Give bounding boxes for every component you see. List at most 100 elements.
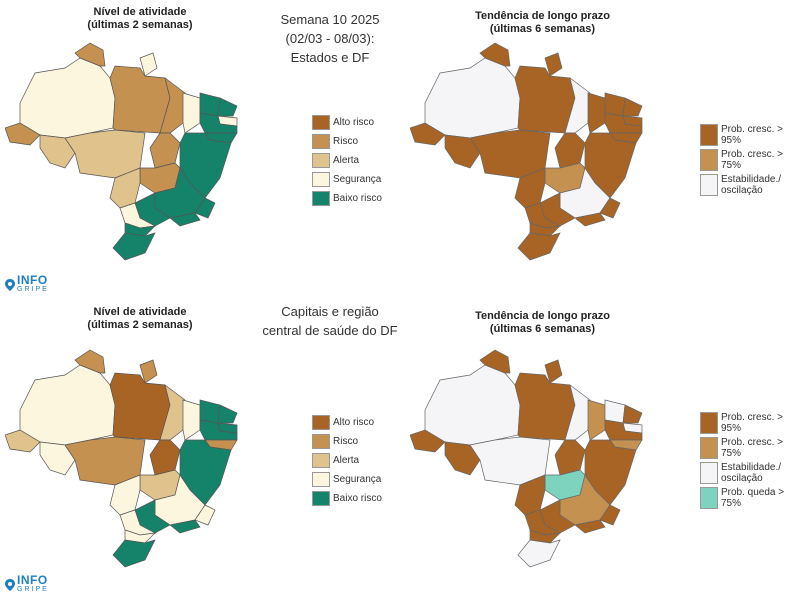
- legend-label: Baixo risco: [333, 192, 382, 204]
- region-to: [149, 132, 181, 169]
- region-rr: [74, 42, 106, 67]
- region-rr: [479, 349, 511, 374]
- region-sc: [124, 529, 156, 544]
- legend-swatch: [700, 412, 718, 434]
- legend-swatch: [312, 114, 330, 130]
- region-ce: [199, 92, 221, 117]
- region-pa: [109, 372, 171, 441]
- region-pe: [604, 112, 643, 134]
- region-to: [149, 439, 181, 476]
- legend-item: Prob. queda > 75%: [700, 487, 791, 509]
- trend-legend-bottom: Prob. cresc. > 95% Prob. cresc. > 75% Es…: [700, 412, 791, 512]
- legend-label: Alerta: [333, 454, 360, 466]
- region-ap: [139, 52, 158, 77]
- legend-item: Prob. cresc. > 95%: [700, 412, 791, 434]
- region-am: [19, 57, 116, 139]
- region-es: [599, 197, 621, 219]
- legend-label: Segurança: [333, 473, 382, 485]
- region-ac: [5, 429, 41, 453]
- infogripe-logo: INFO GRIPE: [5, 573, 49, 594]
- region-pa: [514, 372, 576, 441]
- region-pi: [182, 92, 201, 134]
- region-rj: [574, 212, 606, 227]
- legend-label: Alto risco: [333, 416, 375, 428]
- region-rj: [169, 519, 201, 534]
- bottom-right-title-line1: Tendência de longo prazo: [475, 310, 610, 322]
- location-pin-icon: [5, 579, 15, 591]
- legend-item: Baixo risco: [312, 190, 382, 206]
- region-pi: [182, 399, 201, 441]
- legend-item: Prob. cresc. > 95%: [700, 124, 791, 146]
- brazil-map-capitals-trend[interactable]: [410, 345, 650, 575]
- region-to: [554, 132, 586, 169]
- legend-swatch: [312, 414, 330, 430]
- legend-item: Estabilidade./ oscilação: [700, 462, 791, 484]
- logo-text-gripe: GRIPE: [17, 586, 49, 593]
- region-es: [599, 504, 621, 526]
- region-ap: [544, 359, 563, 384]
- legend-item: Risco: [312, 433, 382, 449]
- region-ac: [5, 122, 41, 146]
- top-right-title-line1: Tendência de longo prazo: [475, 10, 610, 22]
- region-ac: [410, 122, 446, 146]
- week-title: Semana 10 2025 (02/03 - 08/03): Estados …: [260, 10, 400, 67]
- brazil-map-states-trend[interactable]: [410, 38, 650, 268]
- legend-item: Baixo risco: [312, 490, 382, 506]
- top-right-title-line2: (últimas 6 semanas): [489, 23, 596, 35]
- region-rr: [74, 349, 106, 374]
- region-rn: [217, 404, 238, 424]
- brazil-map-capitals-activity[interactable]: [5, 345, 245, 575]
- week-title-line3: Estados e DF: [290, 50, 370, 65]
- region-pi: [587, 399, 606, 441]
- bottom-left-title: Nível de atividade (últimas 2 semanas): [60, 306, 220, 332]
- top-left-title-line2: (últimas 2 semanas): [87, 19, 193, 31]
- brazil-map-states-activity[interactable]: [5, 38, 245, 268]
- legend-swatch: [700, 462, 718, 484]
- legend-label: Baixo risco: [333, 492, 382, 504]
- bottom-left-title-line1: Nível de atividade: [93, 306, 187, 318]
- legend-label: Prob. cresc. > 95%: [721, 124, 783, 146]
- region-rn: [217, 97, 238, 117]
- legend-label: Estabilidade./ oscilação: [721, 462, 782, 484]
- legend-item: Alto risco: [312, 414, 382, 430]
- legend-label: Estabilidade./ oscilação: [721, 174, 782, 196]
- bottom-center-title: Capitais e região central de saúde do DF: [250, 302, 410, 340]
- infogripe-logo: INFO GRIPE: [5, 273, 49, 294]
- legend-item: Segurança: [312, 171, 382, 187]
- legend-swatch: [700, 124, 718, 146]
- region-ce: [604, 399, 626, 424]
- legend-item: Segurança: [312, 471, 382, 487]
- legend-swatch: [312, 133, 330, 149]
- region-ce: [604, 92, 626, 117]
- legend-label: Risco: [333, 135, 359, 147]
- region-am: [424, 57, 521, 139]
- region-rs: [112, 539, 156, 568]
- region-rj: [574, 519, 606, 534]
- region-pe: [199, 112, 238, 134]
- legend-item: Prob. cresc. > 75%: [700, 437, 791, 459]
- legend-swatch: [700, 437, 718, 459]
- legend-item: Alto risco: [312, 114, 382, 130]
- legend-label: Prob. cresc. > 75%: [721, 149, 783, 171]
- legend-swatch: [700, 149, 718, 171]
- legend-item: Alerta: [312, 152, 382, 168]
- legend-item: Prob. cresc. > 75%: [700, 149, 791, 171]
- region-ap: [139, 359, 158, 384]
- legend-swatch: [312, 452, 330, 468]
- logo-text-info: INFO: [17, 573, 48, 587]
- region-rs: [517, 232, 561, 261]
- legend-swatch: [312, 190, 330, 206]
- risk-legend-top: Alto risco Risco Alerta Segurança Baixo …: [312, 114, 382, 209]
- week-title-line2: (02/03 - 08/03):: [285, 31, 375, 46]
- bottom-left-title-line2: (últimas 2 semanas): [87, 319, 193, 331]
- bottom-right-title-line2: (últimas 6 semanas): [489, 323, 596, 335]
- region-es: [194, 504, 216, 526]
- region-pa: [109, 65, 171, 134]
- legend-swatch: [700, 174, 718, 196]
- legend-label: Prob. cresc. > 75%: [721, 437, 783, 459]
- region-sc: [124, 222, 156, 237]
- region-rr: [479, 42, 511, 67]
- legend-label: Prob. cresc. > 95%: [721, 412, 783, 434]
- logo-text-info: INFO: [17, 273, 48, 287]
- region-es: [194, 197, 216, 219]
